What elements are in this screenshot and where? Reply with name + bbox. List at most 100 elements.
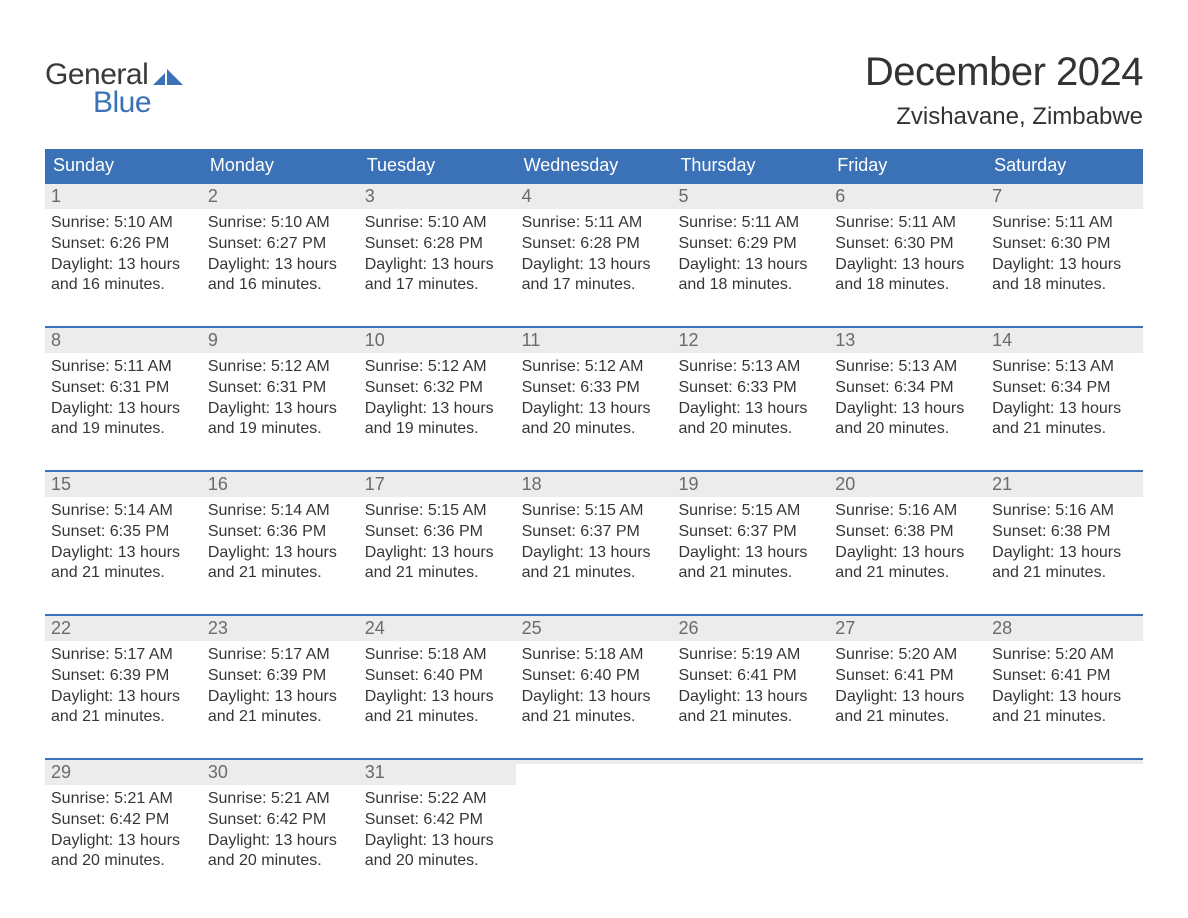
- daylight-text-1: Daylight: 13 hours: [678, 543, 823, 564]
- daylight-text-1: Daylight: 13 hours: [992, 687, 1137, 708]
- day-cell: 2Sunrise: 5:10 AMSunset: 6:27 PMDaylight…: [202, 184, 359, 312]
- sunset-text: Sunset: 6:28 PM: [365, 234, 510, 255]
- day-body: Sunrise: 5:10 AMSunset: 6:26 PMDaylight:…: [45, 209, 202, 302]
- sunset-text: Sunset: 6:41 PM: [678, 666, 823, 687]
- day-cell: 22Sunrise: 5:17 AMSunset: 6:39 PMDayligh…: [45, 616, 202, 744]
- day-body: Sunrise: 5:19 AMSunset: 6:41 PMDaylight:…: [672, 641, 829, 734]
- daylight-text-1: Daylight: 13 hours: [51, 831, 196, 852]
- day-number-row: 30: [202, 760, 359, 785]
- sunset-text: Sunset: 6:38 PM: [835, 522, 980, 543]
- week-row: 15Sunrise: 5:14 AMSunset: 6:35 PMDayligh…: [45, 470, 1143, 600]
- daylight-text-2: and 19 minutes.: [208, 419, 353, 440]
- day-body: Sunrise: 5:11 AMSunset: 6:28 PMDaylight:…: [516, 209, 673, 302]
- day-number: 15: [51, 474, 71, 494]
- sunset-text: Sunset: 6:33 PM: [678, 378, 823, 399]
- day-number-row: 7: [986, 184, 1143, 209]
- daylight-text-2: and 20 minutes.: [51, 851, 196, 872]
- day-cell: 6Sunrise: 5:11 AMSunset: 6:30 PMDaylight…: [829, 184, 986, 312]
- daylight-text-2: and 21 minutes.: [835, 563, 980, 584]
- sunrise-text: Sunrise: 5:18 AM: [522, 645, 667, 666]
- sunset-text: Sunset: 6:39 PM: [51, 666, 196, 687]
- daylight-text-1: Daylight: 13 hours: [51, 255, 196, 276]
- day-number-row: 26: [672, 616, 829, 641]
- daylight-text-2: and 17 minutes.: [522, 275, 667, 296]
- day-number-row: 22: [45, 616, 202, 641]
- day-number-row: 9: [202, 328, 359, 353]
- sunrise-text: Sunrise: 5:22 AM: [365, 789, 510, 810]
- sunset-text: Sunset: 6:42 PM: [365, 810, 510, 831]
- day-header-row: Sunday Monday Tuesday Wednesday Thursday…: [45, 149, 1143, 182]
- sunset-text: Sunset: 6:30 PM: [835, 234, 980, 255]
- daylight-text-2: and 18 minutes.: [992, 275, 1137, 296]
- day-body: Sunrise: 5:13 AMSunset: 6:34 PMDaylight:…: [986, 353, 1143, 446]
- daylight-text-2: and 20 minutes.: [522, 419, 667, 440]
- sunset-text: Sunset: 6:34 PM: [992, 378, 1137, 399]
- day-body: Sunrise: 5:11 AMSunset: 6:30 PMDaylight:…: [829, 209, 986, 302]
- sunset-text: Sunset: 6:36 PM: [365, 522, 510, 543]
- day-number-row: 2: [202, 184, 359, 209]
- day-cell: 26 Sunrise: 5:19 AMSunset: 6:41 PMDayligh…: [672, 616, 829, 744]
- daylight-text-1: Daylight: 13 hours: [835, 399, 980, 420]
- daylight-text-1: Daylight: 13 hours: [522, 687, 667, 708]
- logo: General Blue: [45, 58, 183, 120]
- day-body: Sunrise: 5:16 AMSunset: 6:38 PMDaylight:…: [829, 497, 986, 590]
- sunrise-text: Sunrise: 5:18 AM: [365, 645, 510, 666]
- day-cell: 19Sunrise: 5:15 AMSunset: 6:37 PMDayligh…: [672, 472, 829, 600]
- daylight-text-2: and 20 minutes.: [208, 851, 353, 872]
- day-header-wednesday: Wednesday: [516, 149, 673, 182]
- daylight-text-2: and 21 minutes.: [365, 563, 510, 584]
- day-number: 10: [365, 330, 385, 350]
- sunrise-text: Sunrise: 5:10 AM: [365, 213, 510, 234]
- header: General Blue December 2024 Zvishavane, Z…: [45, 40, 1143, 131]
- day-number-row: 13: [829, 328, 986, 353]
- daylight-text-2: and 21 minutes.: [51, 563, 196, 584]
- day-number: 17: [365, 474, 385, 494]
- day-cell: 17Sunrise: 5:15 AMSunset: 6:36 PMDayligh…: [359, 472, 516, 600]
- sunrise-text: Sunrise: 5:13 AM: [835, 357, 980, 378]
- day-cell: [829, 760, 986, 888]
- day-cell: 18Sunrise: 5:15 AMSunset: 6:37 PMDayligh…: [516, 472, 673, 600]
- daylight-text-1: Daylight: 13 hours: [992, 255, 1137, 276]
- day-number: 18: [522, 474, 542, 494]
- day-number: 23: [208, 618, 228, 638]
- sunset-text: Sunset: 6:32 PM: [365, 378, 510, 399]
- sunset-text: Sunset: 6:37 PM: [678, 522, 823, 543]
- day-number-row: [829, 760, 986, 764]
- sunset-text: Sunset: 6:42 PM: [51, 810, 196, 831]
- day-cell: 7Sunrise: 5:11 AMSunset: 6:30 PMDaylight…: [986, 184, 1143, 312]
- daylight-text-2: and 16 minutes.: [208, 275, 353, 296]
- day-cell: 29Sunrise: 5:21 AMSunset: 6:42 PMDayligh…: [45, 760, 202, 888]
- sunset-text: Sunset: 6:39 PM: [208, 666, 353, 687]
- day-number-row: 4: [516, 184, 673, 209]
- day-number-row: 18: [516, 472, 673, 497]
- daylight-text-1: Daylight: 13 hours: [835, 255, 980, 276]
- sunrise-text: Sunrise: 5:14 AM: [51, 501, 196, 522]
- sunset-text: Sunset: 6:28 PM: [522, 234, 667, 255]
- daylight-text-2: and 20 minutes.: [835, 419, 980, 440]
- day-cell: 16Sunrise: 5:14 AMSunset: 6:36 PMDayligh…: [202, 472, 359, 600]
- day-body: Sunrise: 5:16 AMSunset: 6:38 PMDaylight:…: [986, 497, 1143, 590]
- day-number-row: 12: [672, 328, 829, 353]
- daylight-text-1: Daylight: 13 hours: [365, 399, 510, 420]
- day-body: Sunrise: 5:12 AMSunset: 6:32 PMDaylight:…: [359, 353, 516, 446]
- day-number: 16: [208, 474, 228, 494]
- day-header-friday: Friday: [829, 149, 986, 182]
- day-cell: 5Sunrise: 5:11 AMSunset: 6:29 PMDaylight…: [672, 184, 829, 312]
- day-cell: 10 Sunrise: 5:12 AMSunset: 6:32 PMDayligh…: [359, 328, 516, 456]
- day-cell: [986, 760, 1143, 888]
- day-cell: 25Sunrise: 5:18 AMSunset: 6:40 PMDayligh…: [516, 616, 673, 744]
- day-number: 26: [678, 618, 698, 638]
- sunrise-text: Sunrise: 5:17 AM: [208, 645, 353, 666]
- day-number: 5: [678, 186, 688, 206]
- day-number-row: 19: [672, 472, 829, 497]
- day-number: 20: [835, 474, 855, 494]
- day-number-row: 15: [45, 472, 202, 497]
- day-body: Sunrise: 5:11 AMSunset: 6:30 PMDaylight:…: [986, 209, 1143, 302]
- page-subtitle: Zvishavane, Zimbabwe: [865, 103, 1143, 131]
- sunset-text: Sunset: 6:41 PM: [992, 666, 1137, 687]
- week-row: 1Sunrise: 5:10 AMSunset: 6:26 PMDaylight…: [45, 182, 1143, 312]
- day-cell: 31Sunrise: 5:22 AMSunset: 6:42 PMDayligh…: [359, 760, 516, 888]
- daylight-text-1: Daylight: 13 hours: [51, 399, 196, 420]
- day-cell: 4Sunrise: 5:11 AMSunset: 6:28 PMDaylight…: [516, 184, 673, 312]
- day-number: 22: [51, 618, 71, 638]
